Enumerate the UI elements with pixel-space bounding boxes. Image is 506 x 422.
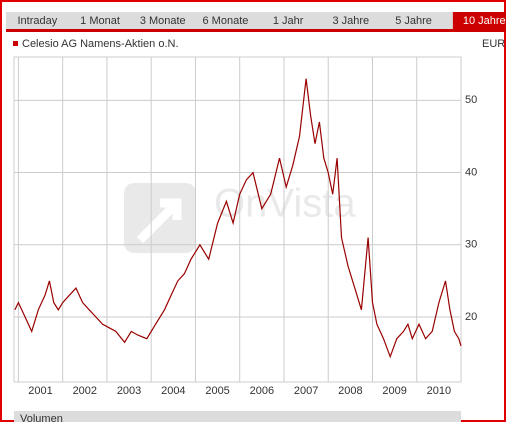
tab[interactable]: 1 Jahr [273,15,304,27]
watermark-logo [124,183,196,253]
price-line [14,78,462,359]
x-tick-label: 2001 [28,385,52,397]
tabs: Intraday 1 Monat 3 Monate 6 Monate 1 Jahr 3 J… [17,12,506,29]
tab[interactable]: 3 Jahre [332,15,369,27]
x-tick-label: 2003 [117,385,141,397]
x-tick-label: 2010 [427,385,451,397]
tab[interactable]: 1 Monat [80,15,120,27]
plot-area [13,56,462,383]
tab[interactable]: Intraday [17,15,57,27]
volume-label: Volumen [20,413,63,422]
x-tick-label: 2009 [382,385,406,397]
legend-swatch [13,41,18,46]
tab[interactable]: 10 Jahre [463,15,506,27]
unit-label: EUR [482,38,505,50]
tab-active-bg [452,12,506,29]
x-tick-label: 2006 [250,385,274,397]
tab[interactable]: 5 Jahre [395,15,432,27]
y-tick-label: 30 [465,239,477,251]
y-tick-label: 40 [465,166,477,178]
volume-bar [14,411,461,422]
tab-bar [6,12,506,29]
x-tick-label: 2007 [294,385,318,397]
x-tick-label: 2004 [161,385,185,397]
x-tick-label: 2005 [205,385,229,397]
watermark-text: OnVista [214,182,356,226]
legend-label: Celesio AG Namens-Aktien o.N. [22,38,179,50]
tab[interactable]: 3 Monate [140,15,186,27]
watermark-arrow [136,198,182,244]
y-tick-label: 50 [465,94,477,106]
x-tick-label: 2008 [338,385,362,397]
tab-underline [6,29,506,32]
y-tick-label: 20 [465,311,477,323]
x-tick-label: 2002 [73,385,97,397]
tab[interactable]: 6 Monate [203,15,249,27]
